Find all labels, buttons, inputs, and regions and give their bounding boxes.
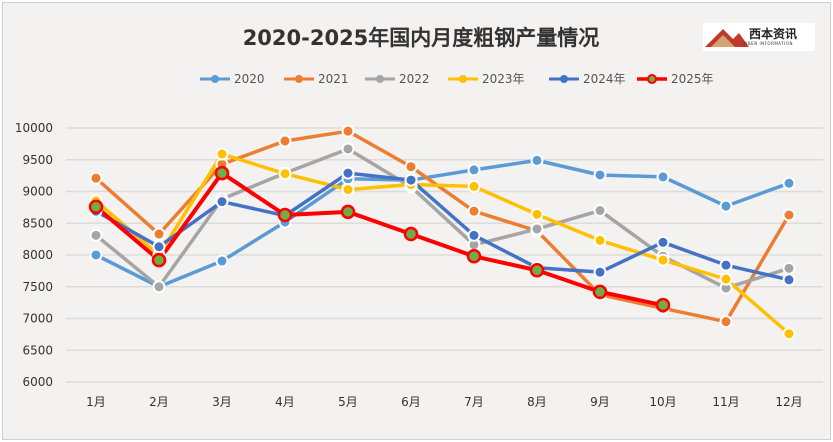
legend-label: 2024年: [583, 72, 626, 86]
data-point: [593, 204, 607, 218]
data-point: [404, 160, 418, 174]
legend-marker: [647, 74, 657, 84]
series-line-2023年: [94, 152, 791, 336]
data-point: [278, 134, 292, 148]
logo-mountain-icon: [705, 29, 749, 47]
data-point: [467, 204, 481, 218]
data-point: [341, 183, 355, 197]
y-tick-label: 9000: [22, 185, 53, 199]
data-point: [655, 297, 671, 313]
data-point: [277, 207, 293, 223]
legend-label: 2025年: [671, 72, 714, 86]
y-tick-label: 7500: [22, 280, 53, 294]
y-tick-label: 8000: [22, 248, 53, 262]
data-point: [782, 261, 796, 275]
series-line-2021: [94, 129, 791, 324]
y-tick-label: 6500: [22, 343, 53, 357]
line-chart: 2020-2025年国内月度粗钢产量情况 6000 6500 7000 7500 8000…: [15, 26, 823, 409]
legend-marker: [295, 75, 303, 83]
series-line-2020: [95, 158, 790, 289]
logo: 西本资讯 XIBEN INFORMATION: [703, 23, 815, 51]
legend-marker: [560, 75, 568, 83]
data-point: [719, 258, 733, 272]
data-point: [530, 153, 544, 167]
data-point: [656, 170, 670, 184]
data-point: [278, 167, 292, 181]
y-tick-label: 8500: [22, 216, 53, 230]
data-point: [593, 233, 607, 247]
y-tick-label: 10000: [15, 121, 53, 135]
y-tick-label: 7000: [22, 312, 53, 326]
x-tick-label: 7月: [464, 395, 484, 409]
data-point: [466, 249, 482, 264]
logo-subtext: XIBEN INFORMATION: [743, 41, 793, 46]
data-point: [719, 315, 733, 329]
data-point: [403, 226, 419, 242]
legend-label: 2021: [318, 72, 349, 86]
data-point: [88, 199, 104, 214]
data-point: [467, 179, 481, 193]
data-point: [530, 222, 544, 236]
logo-text: 西本资讯: [749, 27, 798, 41]
x-tick-label: 12月: [775, 395, 802, 409]
x-tick-label: 8月: [527, 395, 547, 409]
legend-marker: [376, 75, 384, 83]
data-point: [719, 272, 733, 286]
data-point: [782, 273, 796, 287]
data-point: [656, 235, 670, 249]
data-point: [782, 176, 796, 190]
data-point: [215, 195, 229, 209]
series-line-2025年: [94, 171, 664, 308]
data-point: [152, 240, 166, 254]
data-point: [151, 252, 167, 268]
x-tick-label: 3月: [212, 395, 232, 409]
data-point: [467, 163, 481, 177]
data-point: [656, 253, 670, 267]
x-tick-label: 2月: [149, 395, 169, 409]
x-tick-label: 1月: [86, 395, 106, 409]
data-point: [719, 199, 733, 213]
data-point: [152, 280, 166, 294]
x-tick-label: 11月: [712, 395, 739, 409]
legend-marker: [211, 75, 219, 83]
data-point: [89, 248, 103, 262]
data-point: [404, 173, 418, 187]
legend-marker: [459, 75, 467, 83]
x-tick-label: 9月: [590, 395, 610, 409]
x-tick-label: 5月: [338, 395, 358, 409]
data-point: [782, 208, 796, 222]
data-point: [467, 228, 481, 242]
data-point: [89, 171, 103, 185]
legend-label: 2023年: [482, 72, 525, 86]
data-point: [215, 147, 229, 161]
data-point: [593, 265, 607, 279]
data-point: [341, 166, 355, 180]
x-tick-label: 10月: [649, 395, 676, 409]
data-point: [215, 254, 229, 268]
y-tick-label: 6000: [22, 375, 53, 389]
data-point: [89, 228, 103, 242]
data-point: [782, 327, 796, 341]
data-point: [341, 142, 355, 156]
data-point: [592, 284, 608, 300]
legend-label: 2020: [234, 72, 265, 86]
data-point: [593, 168, 607, 182]
data-point: [214, 165, 230, 181]
data-point: [340, 204, 356, 220]
data-point: [529, 262, 545, 278]
x-tick-label: 6月: [401, 395, 421, 409]
legend-label: 2022: [399, 72, 430, 86]
chart-title: 2020-2025年国内月度粗钢产量情况: [243, 26, 600, 50]
x-tick-label: 4月: [275, 395, 295, 409]
series-line-2024年: [95, 171, 790, 282]
data-point: [152, 227, 166, 241]
data-point: [341, 124, 355, 138]
data-point: [530, 207, 544, 221]
y-tick-label: 9500: [22, 153, 53, 167]
